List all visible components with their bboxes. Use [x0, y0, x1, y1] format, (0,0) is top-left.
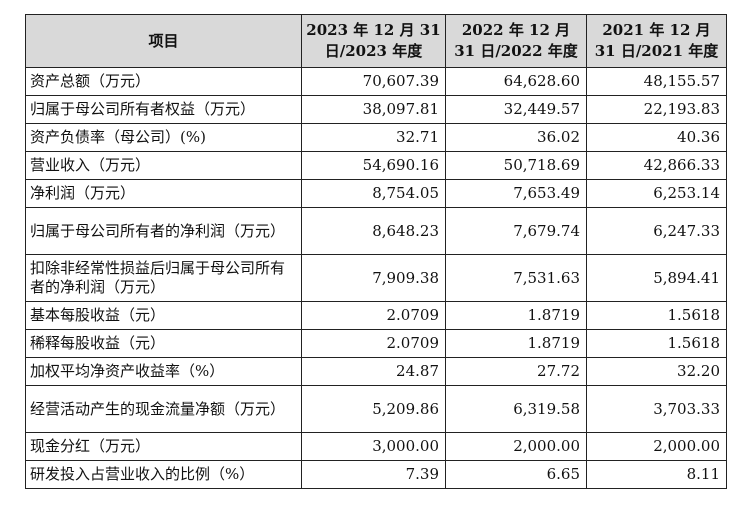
cell-2023: 2.0709 [301, 301, 446, 330]
row-label: 归属于母公司所有者的净利润（万元） [25, 207, 302, 255]
table-row: 归属于母公司所有者的净利润（万元） 8,648.23 7,679.74 6,24… [25, 207, 727, 255]
cell-2022: 1.8719 [445, 301, 587, 330]
cell-2022: 64,628.60 [445, 67, 587, 96]
cell-2021: 42,866.33 [586, 151, 727, 180]
table-row: 资产负债率（母公司）(%) 32.71 36.02 40.36 [25, 123, 727, 152]
table-row: 研发投入占营业收入的比例（%） 7.39 6.65 8.11 [25, 460, 727, 489]
header-row: 项目 2023 年 12 月 31 日/2023 年度 2022 年 12 月 … [25, 14, 727, 68]
cell-2023: 32.71 [301, 123, 446, 152]
row-label: 研发投入占营业收入的比例（%） [25, 460, 302, 489]
financial-table-container: 项目 2023 年 12 月 31 日/2023 年度 2022 年 12 月 … [25, 14, 727, 489]
cell-2022: 1.8719 [445, 329, 587, 358]
table-row: 基本每股收益（元） 2.0709 1.8719 1.5618 [25, 301, 727, 330]
cell-2021: 32.20 [586, 357, 727, 386]
header-2021: 2021 年 12 月 31 日/2021 年度 [586, 14, 727, 68]
cell-2021: 5,894.41 [586, 254, 727, 302]
cell-2022: 7,531.63 [445, 254, 587, 302]
cell-2022: 36.02 [445, 123, 587, 152]
row-label: 资产总额（万元） [25, 67, 302, 96]
row-label: 归属于母公司所有者权益（万元） [25, 95, 302, 124]
cell-2022: 32,449.57 [445, 95, 587, 124]
table-row: 加权平均净资产收益率（%） 24.87 27.72 32.20 [25, 357, 727, 386]
row-label: 加权平均净资产收益率（%） [25, 357, 302, 386]
cell-2021: 1.5618 [586, 301, 727, 330]
table-header: 项目 2023 年 12 月 31 日/2023 年度 2022 年 12 月 … [25, 14, 727, 68]
cell-2021: 2,000.00 [586, 432, 727, 461]
cell-2021: 40.36 [586, 123, 727, 152]
cell-2023: 8,648.23 [301, 207, 446, 255]
row-label: 经营活动产生的现金流量净额（万元） [25, 385, 302, 433]
table-row: 净利润（万元） 8,754.05 7,653.49 6,253.14 [25, 179, 727, 208]
cell-2021: 3,703.33 [586, 385, 727, 433]
header-2023: 2023 年 12 月 31 日/2023 年度 [301, 14, 446, 68]
cell-2022: 27.72 [445, 357, 587, 386]
cell-2023: 38,097.81 [301, 95, 446, 124]
table-body: 资产总额（万元） 70,607.39 64,628.60 48,155.57 归… [25, 67, 727, 489]
cell-2021: 6,247.33 [586, 207, 727, 255]
cell-2023: 8,754.05 [301, 179, 446, 208]
cell-2023: 24.87 [301, 357, 446, 386]
row-label: 基本每股收益（元） [25, 301, 302, 330]
table-row: 扣除非经常性损益后归属于母公司所有者的净利润（万元） 7,909.38 7,53… [25, 254, 727, 302]
cell-2022: 6.65 [445, 460, 587, 489]
row-label: 净利润（万元） [25, 179, 302, 208]
cell-2022: 50,718.69 [445, 151, 587, 180]
row-label: 扣除非经常性损益后归属于母公司所有者的净利润（万元） [25, 254, 302, 302]
row-label: 营业收入（万元） [25, 151, 302, 180]
cell-2023: 3,000.00 [301, 432, 446, 461]
cell-2021: 48,155.57 [586, 67, 727, 96]
cell-2021: 1.5618 [586, 329, 727, 358]
cell-2023: 54,690.16 [301, 151, 446, 180]
table-row: 经营活动产生的现金流量净额（万元） 5,209.86 6,319.58 3,70… [25, 385, 727, 433]
cell-2022: 2,000.00 [445, 432, 587, 461]
table-row: 资产总额（万元） 70,607.39 64,628.60 48,155.57 [25, 67, 727, 96]
cell-2022: 6,319.58 [445, 385, 587, 433]
cell-2021: 6,253.14 [586, 179, 727, 208]
table-row: 归属于母公司所有者权益（万元） 38,097.81 32,449.57 22,1… [25, 95, 727, 124]
row-label: 资产负债率（母公司）(%) [25, 123, 302, 152]
table-row: 现金分红（万元） 3,000.00 2,000.00 2,000.00 [25, 432, 727, 461]
cell-2021: 8.11 [586, 460, 727, 489]
cell-2021: 22,193.83 [586, 95, 727, 124]
header-2022: 2022 年 12 月 31 日/2022 年度 [445, 14, 587, 68]
cell-2022: 7,653.49 [445, 179, 587, 208]
header-item: 项目 [25, 14, 302, 68]
cell-2023: 2.0709 [301, 329, 446, 358]
cell-2023: 7.39 [301, 460, 446, 489]
cell-2023: 70,607.39 [301, 67, 446, 96]
row-label: 现金分红（万元） [25, 432, 302, 461]
financial-summary-table: 项目 2023 年 12 月 31 日/2023 年度 2022 年 12 月 … [25, 14, 727, 489]
cell-2023: 5,209.86 [301, 385, 446, 433]
table-row: 营业收入（万元） 54,690.16 50,718.69 42,866.33 [25, 151, 727, 180]
cell-2022: 7,679.74 [445, 207, 587, 255]
table-row: 稀释每股收益（元） 2.0709 1.8719 1.5618 [25, 329, 727, 358]
cell-2023: 7,909.38 [301, 254, 446, 302]
row-label: 稀释每股收益（元） [25, 329, 302, 358]
